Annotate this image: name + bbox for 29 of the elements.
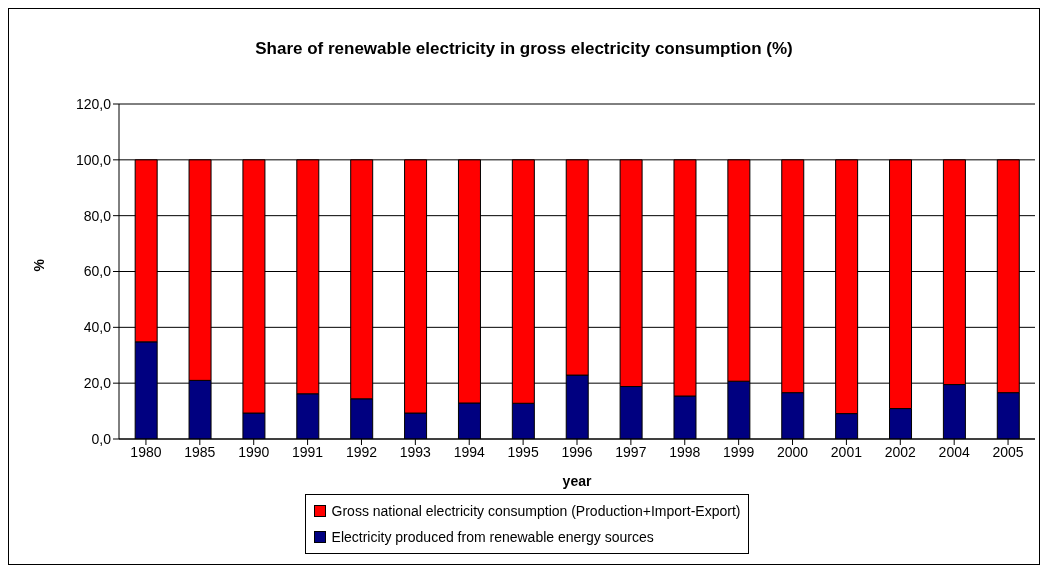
x-tick-label: 1990 (238, 443, 270, 460)
x-tick-label: 1992 (345, 443, 378, 460)
x-tick-label: 2001 (830, 443, 863, 460)
y-tick-label: 0,0 (91, 430, 112, 447)
x-tick-label: 2004 (938, 443, 970, 460)
x-tick-label: 1985 (184, 443, 216, 460)
x-tick-label: 1999 (723, 443, 755, 460)
legend-label: Electricity produced from renewable energy sources (331, 528, 654, 547)
y-tick-label: 120,0 (75, 95, 112, 112)
x-tick-label: 1991 (292, 443, 324, 460)
y-axis-title: % (30, 258, 47, 272)
x-tick-label: 1998 (669, 443, 701, 460)
y-tick-label: 80,0 (83, 207, 112, 224)
x-tick-label: 1995 (507, 443, 539, 460)
x-tick-label: 2005 (992, 443, 1024, 460)
chart-title: Share of renewable electricity in gross electricity consumption (%) (254, 39, 794, 59)
x-tick-label: 1994 (453, 443, 486, 460)
x-tick-label: 1980 (130, 443, 162, 460)
legend-label: Gross national electricity consumption (Production+Import-Export) (331, 502, 741, 521)
x-tick-label: 1996 (561, 443, 593, 460)
x-tick-label: 2002 (884, 443, 917, 460)
x-tick-label: 2000 (776, 443, 809, 460)
x-tick-label: 1997 (615, 443, 647, 460)
x-tick-label: 1993 (399, 443, 432, 460)
y-tick-label: 100,0 (75, 151, 112, 168)
x-axis-title: year (562, 473, 592, 489)
y-tick-label: 20,0 (83, 375, 112, 392)
y-tick-label: 60,0 (83, 263, 112, 280)
y-tick-label: 40,0 (83, 319, 112, 336)
